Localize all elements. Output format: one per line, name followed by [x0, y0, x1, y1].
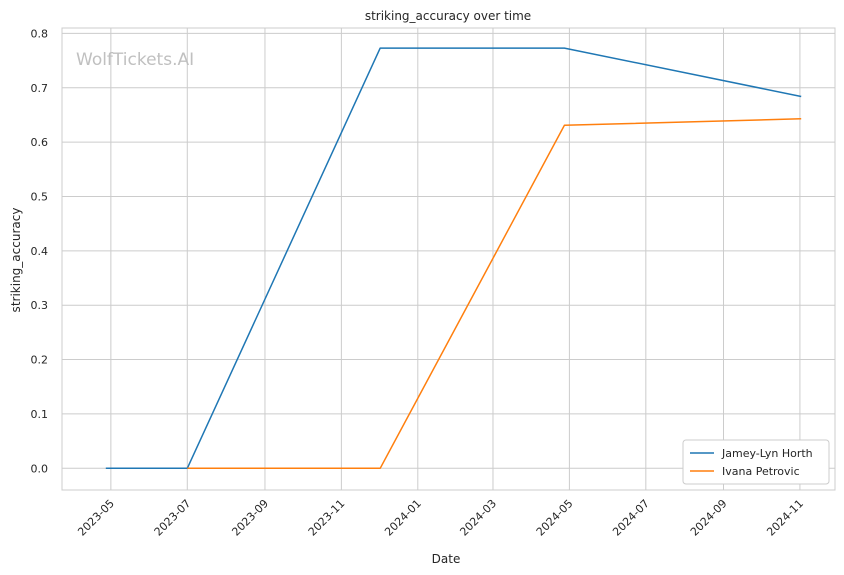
- series-group: [105, 47, 802, 470]
- y-tick-labels: 0.0 0.1 0.2 0.3 0.4 0.5 0.6 0.7 0.8: [31, 27, 49, 475]
- x-tick-label: 2023-11: [306, 497, 348, 539]
- watermark: WolfTickets.AI: [76, 50, 194, 70]
- y-tick-label: 0.0: [31, 462, 49, 475]
- x-tick-label: 2024-09: [688, 497, 730, 539]
- y-tick-label: 0.6: [31, 136, 49, 149]
- y-tick-label: 0.1: [31, 408, 49, 421]
- x-tick-label: 2023-09: [229, 497, 271, 539]
- y-tick-label: 0.7: [31, 82, 49, 95]
- legend: Jamey-Lyn Horth Ivana Petrovic: [682, 439, 830, 485]
- series-line-jamey-lyn-horth: [105, 47, 802, 470]
- y-axis-label: striking_accuracy: [9, 208, 23, 313]
- x-tick-label: 2023-05: [75, 497, 117, 539]
- x-tick-label: 2024-11: [764, 497, 806, 539]
- y-tick-label: 0.3: [31, 299, 49, 312]
- x-tick-label: 2024-07: [610, 497, 652, 539]
- x-tick-label: 2024-05: [534, 497, 576, 539]
- y-tick-label: 0.4: [31, 245, 49, 258]
- y-tick-label: 0.2: [31, 354, 49, 367]
- x-tick-label: 2024-03: [457, 497, 499, 539]
- legend-box: [682, 439, 830, 485]
- x-tick-label: 2023-07: [152, 497, 194, 539]
- legend-label-jamey-lyn-horth: Jamey-Lyn Horth: [721, 447, 813, 460]
- series-line-ivana-petrovic: [187, 118, 802, 470]
- chart-title: striking_accuracy over time: [365, 9, 531, 23]
- x-tick-labels: 2023-05 2023-07 2023-09 2023-11 2024-01 2024-…: [75, 497, 806, 539]
- plot-area: [61, 27, 836, 491]
- x-tick-label: 2024-01: [382, 497, 424, 539]
- legend-label-ivana-petrovic: Ivana Petrovic: [722, 465, 800, 478]
- y-tick-label: 0.8: [31, 27, 49, 40]
- y-tick-label: 0.5: [31, 190, 49, 203]
- x-axis-label: Date: [432, 552, 461, 566]
